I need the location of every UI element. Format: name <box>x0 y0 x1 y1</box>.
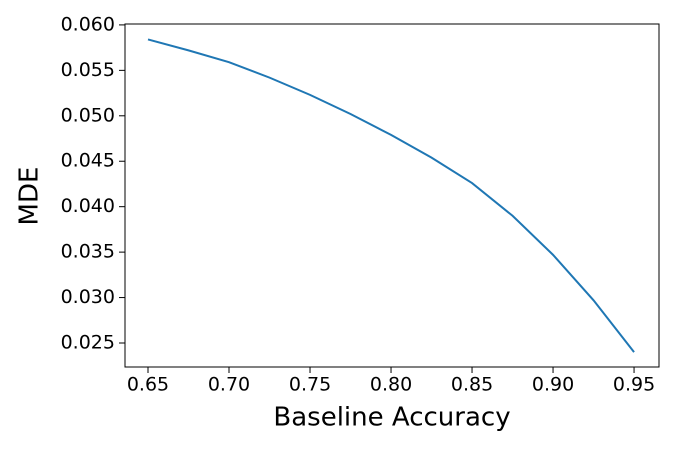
x-tick-label: 0.70 <box>208 374 250 396</box>
y-tick-label: 0.030 <box>61 286 115 308</box>
y-tick-label: 0.025 <box>61 332 115 354</box>
x-tick-label: 0.90 <box>532 374 574 396</box>
y-axis-label: MDE <box>15 167 45 226</box>
line <box>147 38 635 353</box>
x-tick-label: 0.65 <box>127 374 169 396</box>
x-tick-label: 0.95 <box>613 374 655 396</box>
y-tick-label: 0.035 <box>61 241 115 263</box>
y-tick-label: 0.055 <box>61 59 115 81</box>
y-tick-label: 0.045 <box>61 150 115 172</box>
y-tick-label: 0.050 <box>61 104 115 126</box>
y-tick-label: 0.060 <box>61 13 115 35</box>
x-tick-label: 0.75 <box>289 374 331 396</box>
plot-frame <box>124 23 660 368</box>
y-tick-label: 0.040 <box>61 195 115 217</box>
x-axis-label: Baseline Accuracy <box>273 403 510 433</box>
x-tick-label: 0.85 <box>451 374 493 396</box>
x-tick-label: 0.80 <box>370 374 412 396</box>
